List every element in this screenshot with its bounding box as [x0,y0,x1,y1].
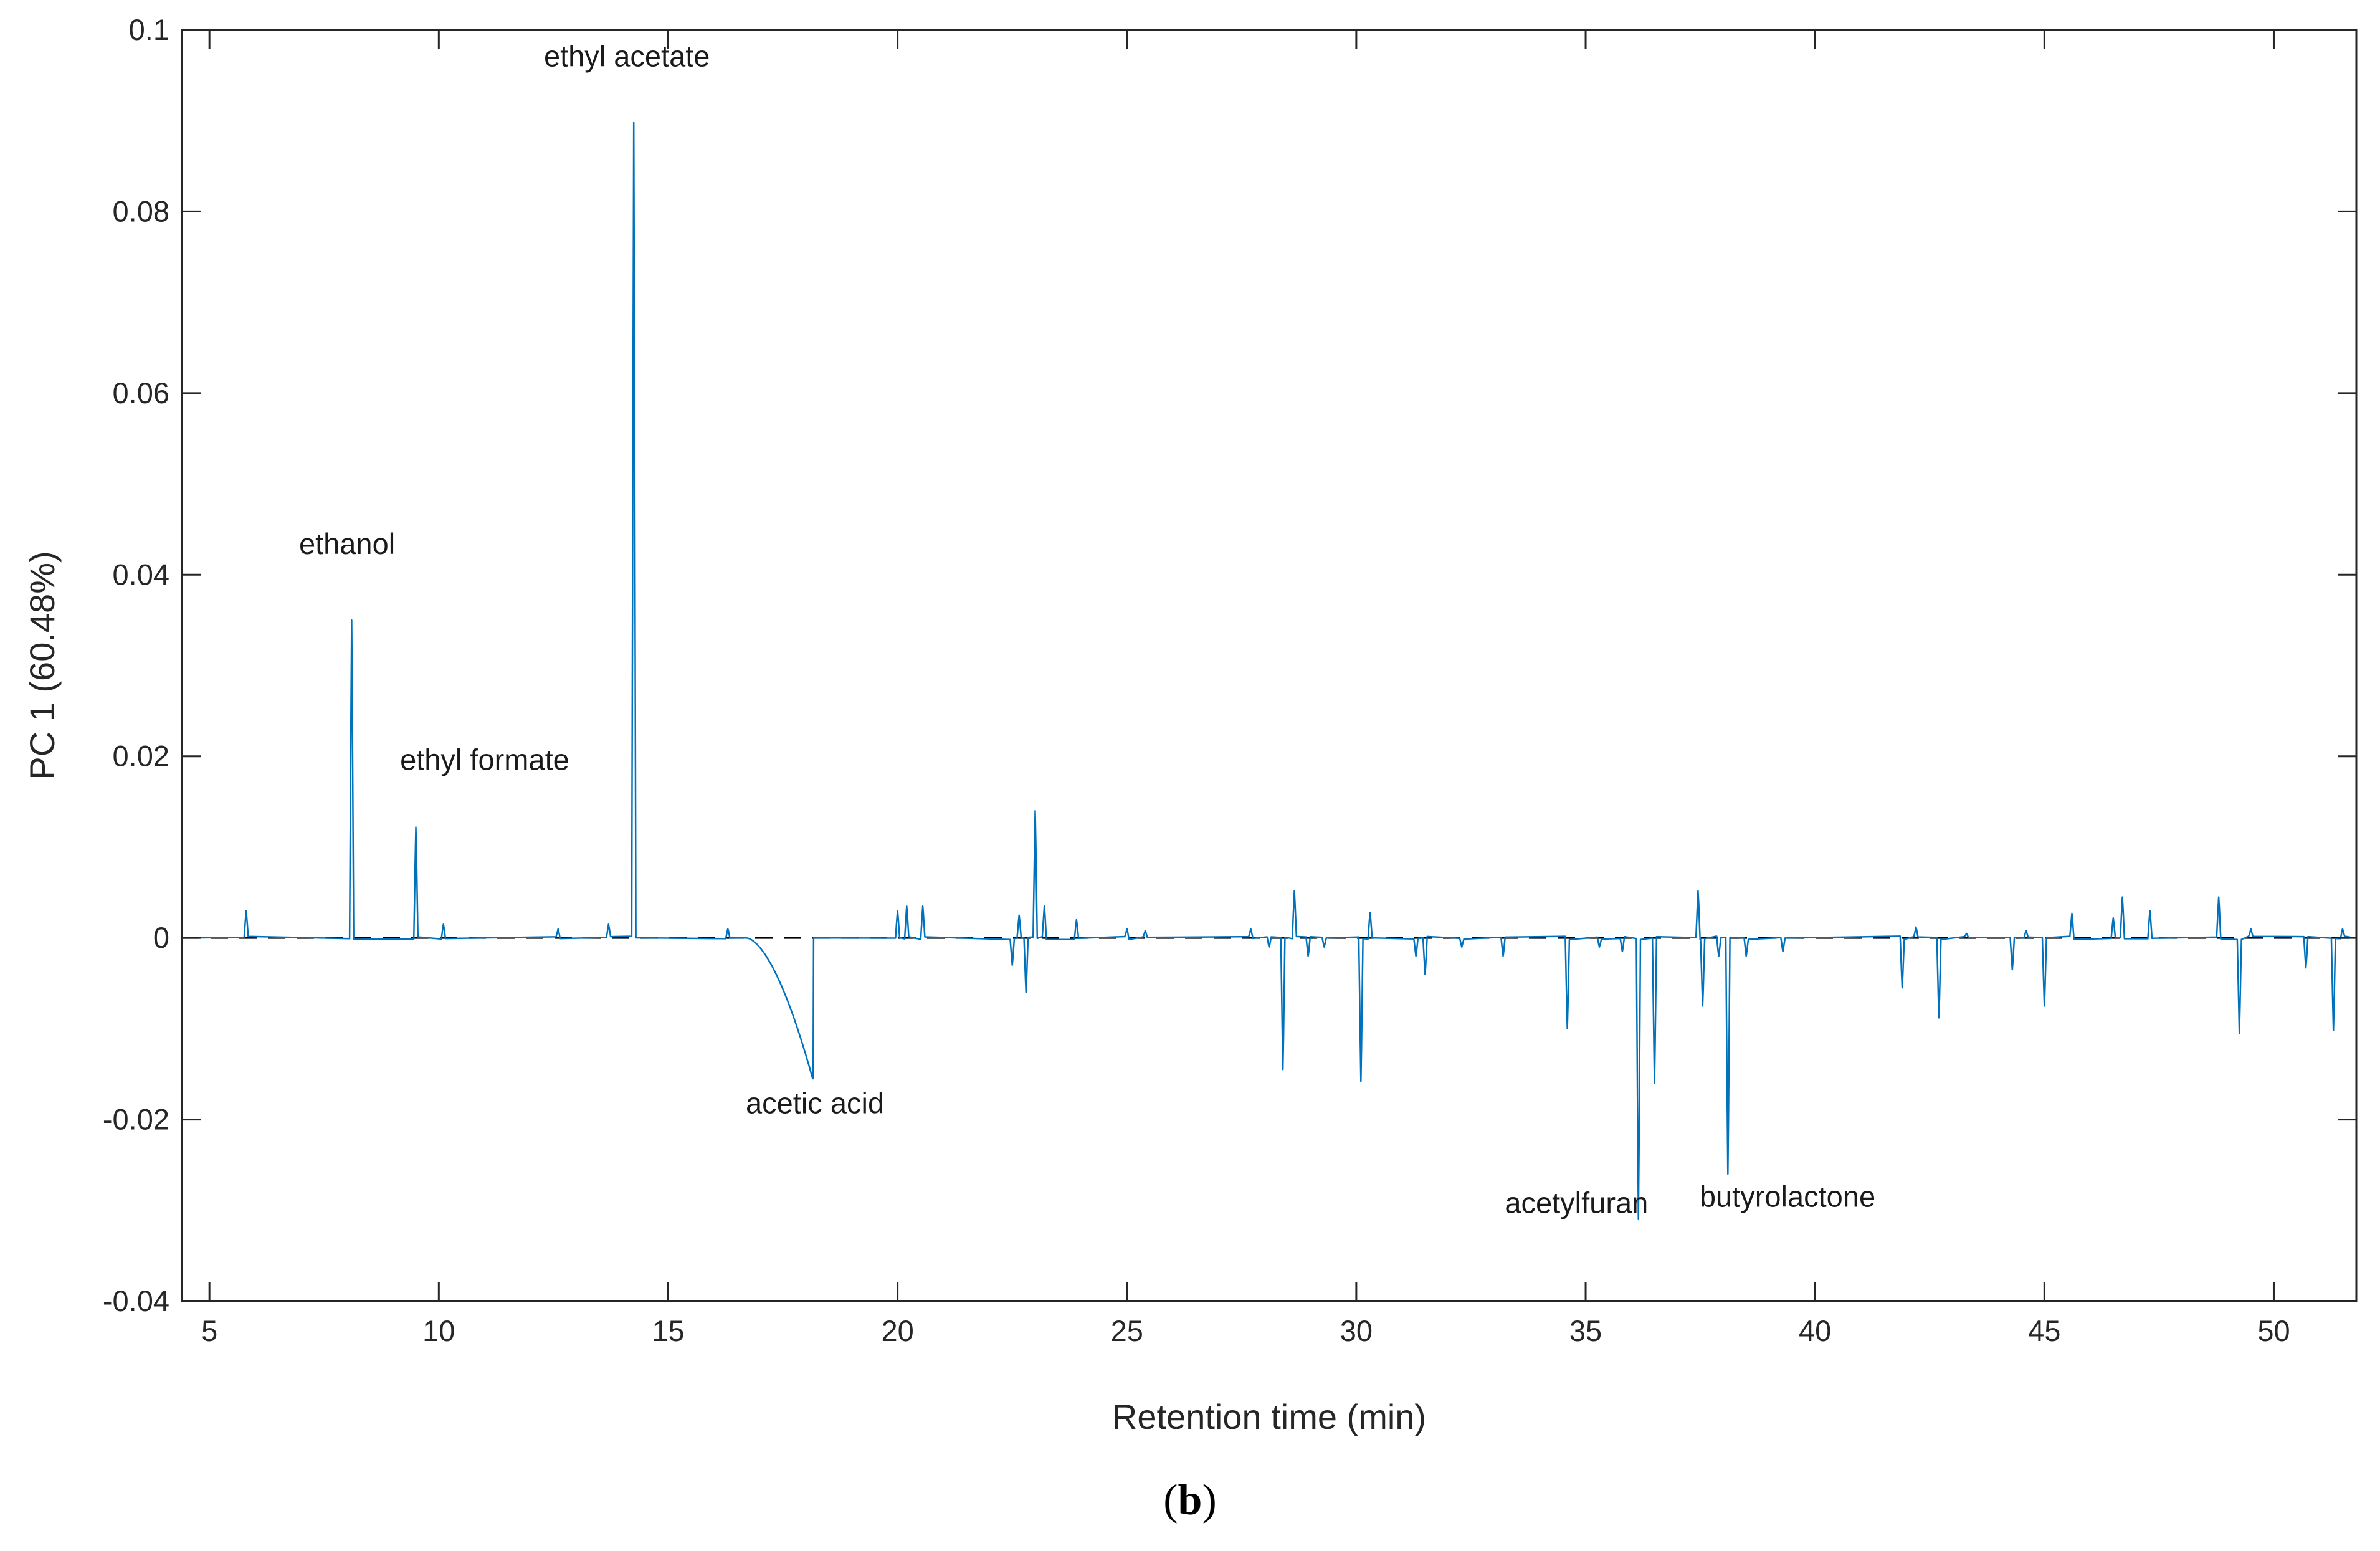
caption-close: ) [1202,1476,1217,1524]
peak-label: butyrolactone [1700,1180,1875,1213]
x-tick-label: 20 [881,1314,913,1347]
x-tick-label: 35 [1569,1314,1602,1347]
x-axis: 5 10 15 20 25 30 35 40 45 50 [201,30,2290,1347]
y-tick-label: 0.06 [113,376,169,409]
plot-frame [181,29,2358,1302]
y-axis-title: PC 1 (60.48%) [22,551,62,780]
y-axis: -0.04 -0.02 0 0.02 0.04 0.06 0.08 0.1 [103,13,2356,1317]
figure-caption: (b) [0,1476,2380,1525]
y-tick-label: 0.02 [113,740,169,773]
x-tick-label: 10 [422,1314,455,1347]
y-tick-label: 0.1 [129,13,169,46]
x-tick-label: 40 [1799,1314,1831,1347]
x-tick-label: 45 [2028,1314,2060,1347]
peak-label: ethyl acetate [544,39,710,72]
peak-annotations: ethyl acetate ethanol ethyl formate acetic … [299,39,1875,1219]
x-axis-title: Retention time (min) [1112,1397,1426,1436]
caption-label: b [1178,1476,1202,1524]
peak-label: acetic acid [746,1086,884,1119]
x-tick-label: 15 [652,1314,684,1347]
x-tick-label: 5 [201,1314,217,1347]
peak-label: ethyl formate [400,743,569,776]
x-tick-label: 30 [1340,1314,1373,1347]
peak-label: ethanol [299,527,395,560]
plot-area [182,30,2356,1301]
y-tick-label: 0 [153,921,169,954]
peak-label: acetylfuran [1505,1186,1648,1219]
caption-open: ( [1163,1476,1178,1524]
y-tick-label: -0.04 [103,1284,169,1317]
y-tick-label: 0.08 [113,194,169,227]
pc1-loading-trace [196,122,2354,1221]
y-tick-label: 0.04 [113,558,169,591]
x-tick-label: 25 [1111,1314,1143,1347]
y-tick-label: -0.02 [103,1103,169,1136]
x-tick-label: 50 [2257,1314,2290,1347]
